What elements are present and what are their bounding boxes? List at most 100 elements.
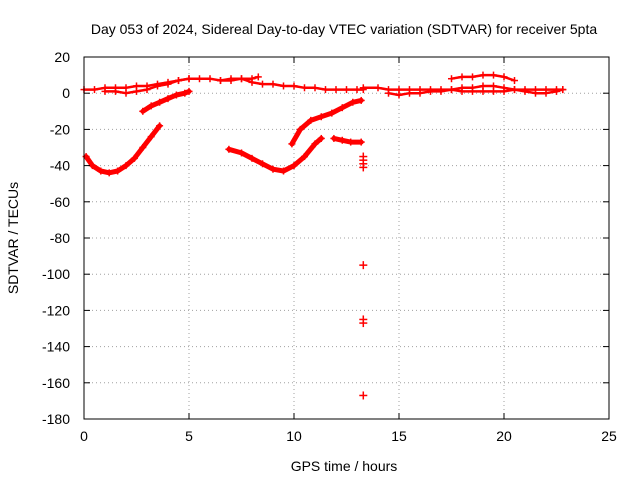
grid [84,57,609,419]
data-point [330,134,338,142]
data-point [105,169,113,177]
data-point [490,82,497,90]
data-point [458,84,466,92]
series-11 [359,152,368,400]
axis-ticks [83,56,610,420]
chart-title: Day 053 of 2024, Sidereal Day-to-day VTE… [91,21,598,37]
data-point [357,96,365,104]
data-point [259,80,266,88]
y-tick-label: -20 [50,121,70,137]
data-point [91,86,98,94]
data-point [147,133,155,141]
series-line [331,135,364,145]
y-tick-label: 20 [54,49,70,65]
data-point [317,134,325,142]
series-line [226,135,324,174]
data-point [511,77,518,85]
data-point [332,86,340,94]
data-point [317,113,325,121]
data-point [254,73,262,81]
x-tick-labels: 0 5 10 15 20 25 [80,428,617,444]
data-series [80,71,567,400]
series-7 [82,122,164,177]
data-point [353,86,361,94]
data-point [359,261,368,270]
data-point [406,89,413,97]
data-point [347,138,355,146]
data-point [490,71,497,79]
data-point [359,391,368,400]
data-point [88,162,96,170]
series-8 [225,134,325,175]
y-tick-label: -60 [50,194,70,210]
data-point [290,162,298,170]
y-tick-label: -80 [50,230,70,246]
data-point [458,73,466,81]
series-4 [385,82,567,99]
data-point [172,91,180,99]
data-point [112,87,119,95]
data-point [511,86,518,94]
data-point [143,86,151,94]
data-point [185,87,193,95]
data-point [259,160,266,168]
data-point [343,86,350,94]
data-point [322,86,329,94]
data-point [238,149,245,157]
data-point [122,162,130,170]
data-point [280,82,287,90]
series-2 [217,73,262,85]
data-point [542,89,550,97]
data-point [349,98,357,106]
data-point [114,167,122,175]
series-10 [330,134,365,146]
data-point [395,91,403,99]
data-point [338,136,346,144]
data-point [338,104,346,112]
data-point [479,82,487,90]
data-point [301,153,308,161]
x-axis-title: GPS time / hours [291,458,398,474]
x-tick-label: 5 [185,428,193,444]
data-point [288,140,296,148]
data-point [154,82,161,90]
data-point [248,154,256,162]
data-point [311,140,319,148]
data-point [139,144,147,151]
data-point [97,167,105,175]
data-point [559,86,567,94]
data-point [469,73,476,81]
data-point [206,75,214,83]
data-point [469,84,476,92]
data-point [290,82,298,90]
data-point [437,87,445,95]
series-line [289,97,364,147]
y-tick-label: -120 [42,302,70,318]
data-point [269,80,277,88]
data-point [181,89,189,97]
series-5 [448,71,518,85]
data-point [448,86,455,94]
data-point [269,165,277,173]
data-point [122,89,130,97]
data-point [311,84,319,92]
x-tick-label: 25 [601,428,617,444]
data-point [147,102,155,110]
data-point [217,77,224,85]
data-point [130,154,138,162]
data-point [227,75,235,83]
data-point [532,89,539,97]
data-point [238,75,245,83]
series-6 [139,87,193,115]
data-point [328,109,336,117]
y-tick-label: -140 [42,339,70,355]
data-point [359,163,368,172]
data-point [196,75,203,83]
data-point [357,138,365,146]
x-tick-label: 10 [286,428,302,444]
series-1 [101,75,193,97]
data-point [374,84,382,92]
x-tick-label: 0 [80,428,88,444]
y-tick-labels: 20 0 -20 -40 -60 -80 -100 -120 -140 -160 -180 [42,49,70,427]
